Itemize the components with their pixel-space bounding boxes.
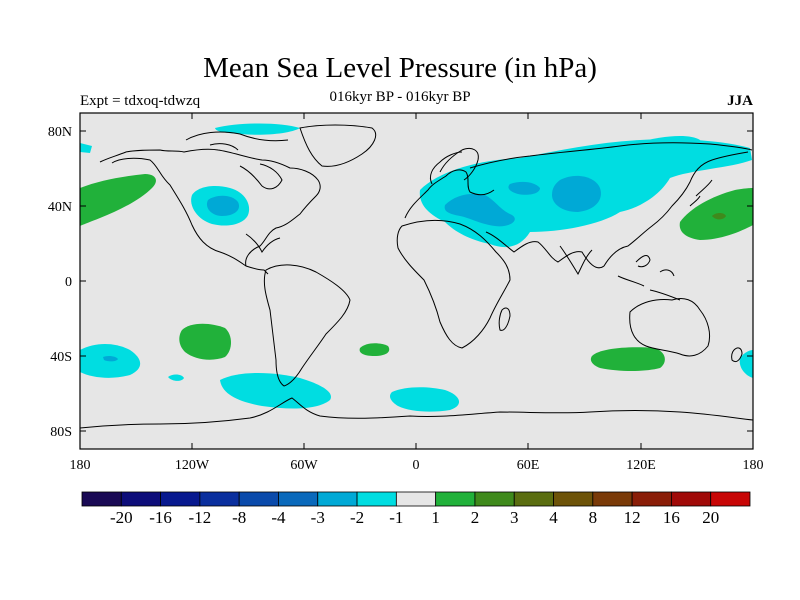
colorbar-label: -1 — [389, 508, 403, 527]
anomaly-region-southern-indian-ocean — [590, 347, 665, 371]
colorbar-label: -12 — [189, 508, 212, 527]
coastline-florida-gulf — [245, 233, 281, 253]
coastline-southeast-asia — [617, 255, 681, 301]
colorbar-swatch — [513, 491, 554, 507]
colorbar-swatch — [710, 491, 751, 507]
colorbar-label: 3 — [510, 508, 519, 527]
anomaly-region-south-atlantic-west — [359, 343, 390, 356]
colorbar-swatch — [120, 491, 161, 507]
coastline-asia — [485, 151, 749, 269]
anomaly-region-greenland — [215, 123, 300, 135]
anomaly-region-antarctic-coast — [220, 373, 331, 409]
anomaly-fields — [80, 123, 753, 412]
lon-tick-label: 120E — [626, 458, 656, 473]
colorbar-swatch — [395, 491, 437, 507]
anomaly-region-central-asia-core-2 — [552, 175, 601, 212]
page-subtitle: 016kyr BP - 016kyr BP — [329, 89, 471, 105]
anomaly-region-south-atlantic — [390, 387, 460, 412]
anomaly-region-north-pacific-east — [80, 174, 156, 226]
lat-tick-label: 40S — [50, 350, 72, 365]
lon-tick-labels: 180 120W 60W 0 60E 120E 180 — [70, 458, 764, 473]
colorbar-label: 4 — [549, 508, 558, 527]
experiment-label: Expt = tdxoq-tdwzq — [80, 93, 201, 109]
coastline-australia — [629, 297, 711, 357]
coastline-south-america — [263, 264, 351, 387]
coastline-madagascar — [498, 307, 511, 331]
colorbar-swatch — [435, 491, 476, 507]
colorbar-swatch — [160, 491, 201, 507]
anomaly-region-north-america-core — [206, 195, 240, 216]
colorbar-swatch — [553, 491, 594, 507]
colorbar-label: 20 — [702, 508, 719, 527]
lat-tick-label: 80S — [50, 425, 72, 440]
colorbar-swatch — [631, 491, 672, 507]
colorbar-label: 2 — [471, 508, 480, 527]
colorbar-label: 12 — [624, 508, 641, 527]
coastline-europe — [404, 151, 495, 219]
axis-ticks — [79, 113, 754, 449]
lon-tick-label: 60W — [290, 458, 318, 473]
colorbar-swatch — [671, 491, 712, 507]
lat-tick-labels: 80N 40N 0 40S 80S — [48, 125, 72, 440]
colorbar-label: -16 — [149, 508, 172, 527]
lon-tick-label: 180 — [743, 458, 764, 473]
colorbar-swatch — [317, 491, 358, 507]
lon-tick-label: 120W — [175, 458, 210, 473]
coastline-antarctica — [80, 397, 753, 429]
coastline-africa — [396, 219, 511, 349]
coastline-greenland — [299, 124, 377, 167]
colorbar-label: 8 — [589, 508, 598, 527]
anomaly-region-central-asia-core-3 — [508, 181, 540, 195]
colorbar-swatch — [474, 491, 515, 507]
season-label: JJA — [727, 93, 753, 109]
coastline-hudson-bay — [239, 163, 283, 190]
lon-tick-label: 180 — [70, 458, 91, 473]
colorbar-label: -20 — [110, 508, 133, 527]
anomaly-region-north-pacific-edge — [80, 143, 92, 153]
lat-tick-label: 0 — [65, 275, 72, 290]
colorbar-label: 16 — [663, 508, 680, 527]
coastline-arctic-islands — [185, 131, 289, 151]
lon-tick-label: 60E — [517, 458, 540, 473]
coastline-new-zealand — [731, 347, 743, 363]
lat-tick-label: 80N — [48, 125, 72, 140]
anomaly-region-north-pacific-west-core — [712, 213, 726, 220]
colorbar-swatch — [238, 491, 279, 507]
colorbar-swatch — [592, 491, 633, 507]
coastline-india — [559, 245, 593, 276]
coastlines — [80, 124, 753, 429]
anomaly-region-south-pacific-west-core — [103, 355, 118, 362]
lat-tick-label: 40N — [48, 200, 72, 215]
coastline-japan — [689, 179, 713, 207]
colorbar-label: -8 — [232, 508, 246, 527]
page-title: Mean Sea Level Pressure (in hPa) — [203, 52, 597, 84]
anomaly-region-central-asia-core — [444, 193, 515, 227]
anomaly-region-south-pacific-east — [179, 323, 231, 360]
colorbar-label: -3 — [311, 508, 325, 527]
colorbar-swatch — [356, 491, 397, 507]
colorbar-swatch — [278, 491, 319, 507]
coastline-north-america — [99, 148, 321, 275]
coastline-scandinavia — [439, 147, 479, 181]
colorbar-label: 1 — [431, 508, 440, 527]
colorbar: -20 -16 -12 -8 -4 -3 -2 -1 1 2 3 4 8 12 16 20 — [81, 491, 751, 527]
anomaly-region-east-pacific-edge — [739, 350, 753, 378]
anomaly-region-eurasia-north — [640, 135, 701, 152]
colorbar-swatch — [81, 491, 122, 507]
colorbar-swatch — [199, 491, 240, 507]
coastline-siberia — [469, 142, 753, 169]
colorbar-label: -4 — [271, 508, 286, 527]
colorbar-label: -2 — [350, 508, 364, 527]
lon-tick-label: 0 — [413, 458, 420, 473]
anomaly-region-south-pacific-small — [168, 374, 184, 381]
